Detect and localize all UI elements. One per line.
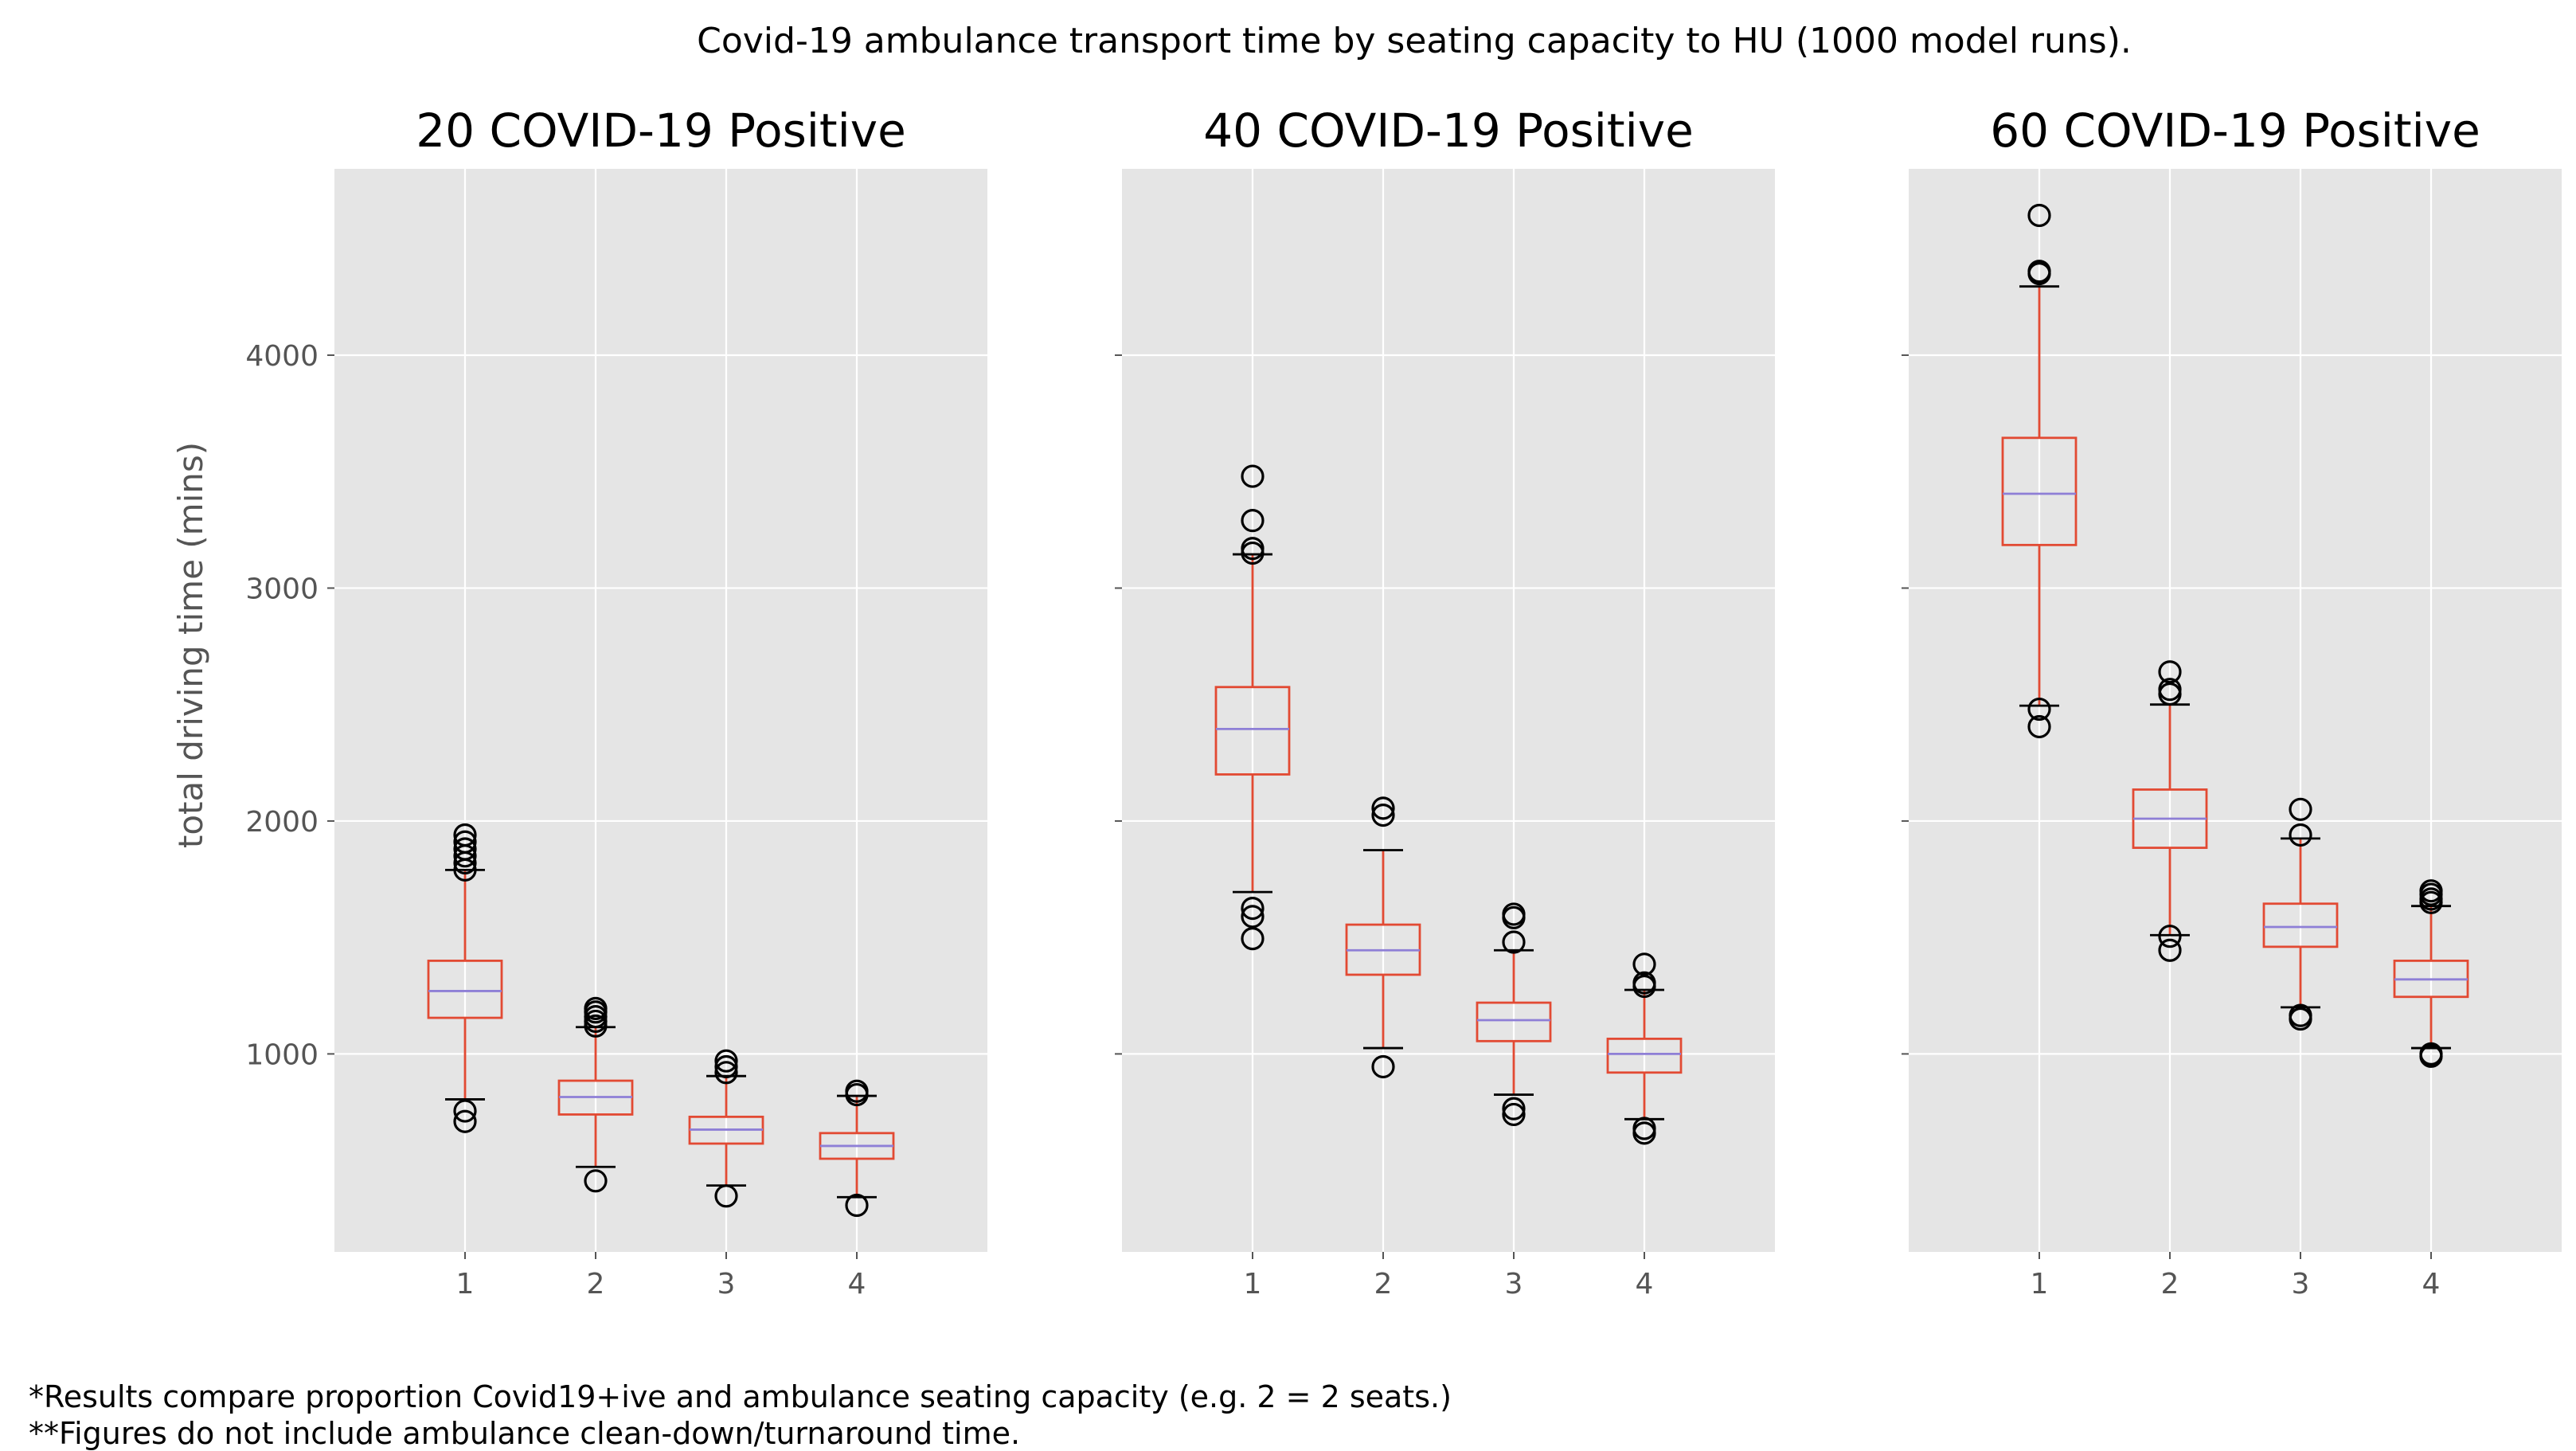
outlier-point [2158, 938, 2182, 962]
outlier-point [2289, 1003, 2312, 1027]
y-tick-label: 1000 [245, 1038, 319, 1071]
outlier-point [2158, 678, 2182, 702]
outlier-point [584, 1169, 608, 1193]
outlier-point [1371, 1054, 1395, 1079]
panel-title: 40 COVID-19 Positive [1203, 104, 1694, 158]
outlier-point [845, 1079, 869, 1103]
box-3 [2262, 797, 2339, 1031]
panel-3: 1 2 3 4 60 COVID-19 Positive [1902, 104, 2562, 1300]
y-axis-label: total driving time (mins) [171, 442, 210, 848]
box-1 [2001, 203, 2078, 739]
x-tick-label: 1 [2031, 1268, 2049, 1300]
x-tick-label: 3 [1505, 1268, 1523, 1300]
box-4 [2393, 879, 2469, 1068]
x-tick-label: 3 [2292, 1268, 2310, 1300]
panel-title: 20 COVID-19 Positive [416, 104, 906, 158]
x-tick-label: 1 [1244, 1268, 1262, 1300]
outlier-point [1241, 509, 1265, 533]
x-tick-label: 4 [2422, 1268, 2441, 1300]
x-tick-label: 3 [717, 1268, 736, 1300]
y-tick-label: 3000 [245, 573, 319, 605]
outlier-point [1632, 1117, 1656, 1140]
outlier-point [714, 1049, 738, 1073]
outlier-point [1502, 902, 1526, 926]
box-4 [1606, 952, 1683, 1145]
outlier-point [1241, 897, 1265, 921]
outlier-point [1502, 930, 1526, 954]
y-tick-label: 4000 [245, 340, 319, 373]
outlier-point [2419, 879, 2443, 903]
x-tick-label: 4 [1636, 1268, 1654, 1300]
outlier-point [714, 1054, 738, 1079]
box-2 [1345, 796, 1421, 1079]
outlier-point [453, 823, 477, 847]
outlier-point [1241, 927, 1265, 951]
outlier-point [1502, 1097, 1526, 1121]
footnote-2: **Figures do not include ambulance clean… [29, 1416, 1021, 1451]
outlier-point [453, 837, 477, 861]
x-tick-label: 2 [587, 1268, 605, 1300]
outlier-point [2027, 714, 2051, 739]
outlier-point [1241, 464, 1265, 488]
outlier-point [2027, 203, 2051, 228]
iqr-box [1606, 1037, 1683, 1074]
panel-1: 1000 2000 3000 4000 1 2 3 4 20 COVID-19 Positive [245, 104, 987, 1300]
box-1 [427, 823, 503, 1133]
iqr-box [1476, 1001, 1552, 1042]
plot-area [1122, 169, 1775, 1252]
outlier-point [453, 1109, 477, 1133]
outlier-point [1371, 796, 1395, 820]
box-3 [1476, 902, 1552, 1127]
outlier-point [1241, 537, 1265, 561]
outlier-point [2289, 797, 2312, 821]
outlier-point [2419, 1042, 2443, 1066]
x-tick-label: 1 [456, 1268, 475, 1300]
box-2 [557, 996, 634, 1193]
outlier-point [453, 1099, 477, 1123]
outlier-point [1632, 952, 1656, 976]
panel-title: 60 COVID-19 Positive [1990, 104, 2480, 158]
box-4 [819, 1079, 895, 1218]
outlier-point [453, 830, 477, 854]
panels: 1000 2000 3000 4000 1 2 3 4 20 COVID-19 Positive… [245, 104, 2562, 1300]
x-tick-label: 2 [2161, 1268, 2179, 1300]
panel-2: 1 2 3 4 40 COVID-19 Positive [1115, 104, 1775, 1300]
iqr-box [427, 960, 503, 1019]
outlier-point [2158, 925, 2182, 948]
y-tick-label: 2000 [245, 806, 319, 839]
x-tick-label: 4 [848, 1268, 866, 1300]
outlier-point [2158, 660, 2182, 684]
outlier-point [714, 1184, 738, 1208]
plot-area [334, 169, 987, 1252]
outlier-point [1371, 804, 1395, 827]
outlier-point [1241, 905, 1265, 929]
figure-title: Covid-19 ambulance transport time by sea… [697, 21, 2132, 61]
footnote-1: *Results compare proportion Covid19+ive … [29, 1379, 1452, 1414]
outlier-point [2027, 697, 2051, 722]
outlier-point [1502, 1102, 1526, 1127]
box-1 [1214, 464, 1291, 951]
iqr-box [2262, 902, 2339, 948]
outlier-point [845, 1193, 869, 1218]
box-3 [688, 1049, 764, 1208]
x-tick-label: 2 [1374, 1268, 1393, 1300]
outlier-point [714, 1061, 738, 1085]
box-2 [2132, 660, 2208, 962]
plot-area [1909, 169, 2562, 1252]
iqr-box [2001, 436, 2078, 546]
iqr-box [1214, 686, 1291, 776]
outlier-point [1632, 971, 1656, 995]
outlier-point [584, 996, 608, 1020]
outlier-point [2027, 260, 2051, 284]
outlier-point [2289, 823, 2312, 847]
